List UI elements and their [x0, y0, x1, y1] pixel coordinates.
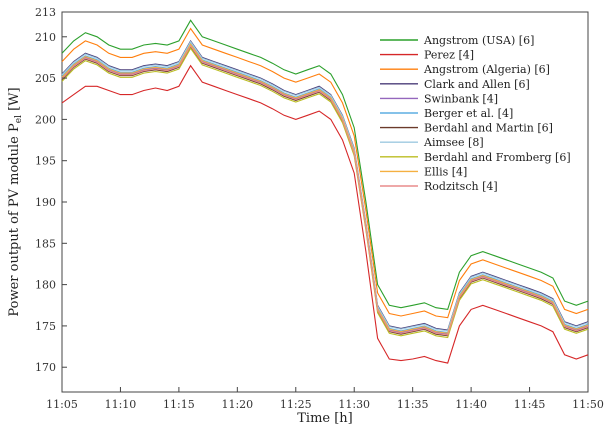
y-tick-label: 205 [35, 72, 56, 85]
x-tick-label: 11:45 [514, 398, 546, 411]
x-tick-label: 11:50 [572, 398, 604, 411]
series-line-8 [61, 40, 589, 332]
x-tick-label: 11:35 [397, 398, 429, 411]
legend-label: Berdahl and Fromberg [6] [424, 151, 571, 164]
series-line-6 [61, 42, 589, 334]
legend-label: Angstrom (Algeria) [6] [423, 63, 550, 76]
x-tick-label: 11:25 [280, 398, 312, 411]
y-axis: 170 175 180 185 190 195 200 205 210 213 [35, 6, 67, 374]
y-tick-label: 175 [35, 320, 56, 333]
y-tick-label: 195 [35, 155, 56, 168]
legend-label: Berger et al. [4] [424, 107, 513, 120]
x-tick-label: 11:05 [46, 398, 78, 411]
legend-label: Swinbank [4] [424, 92, 498, 105]
series-layer [61, 19, 589, 364]
series-line-4 [61, 39, 589, 331]
y-axis-title-unit: [W] [7, 87, 22, 115]
x-axis-title: Time [h] [297, 411, 353, 426]
series-line-10 [61, 43, 589, 334]
legend-label: Rodzitsch [4] [424, 180, 498, 193]
series-line-11 [61, 44, 589, 336]
x-tick-label: 11:10 [105, 398, 137, 411]
legend-label: Angstrom (USA) [6] [423, 34, 534, 47]
series-line-2 [61, 64, 589, 364]
x-tick-label: 11:15 [163, 398, 195, 411]
legend-label: Clark and Allen [6] [424, 78, 530, 91]
series-line-3 [61, 27, 589, 319]
y-axis-title-main: Power output of PV module P [7, 123, 22, 317]
y-axis-title-subscript: el [14, 115, 24, 123]
y-tick-label: 185 [35, 237, 56, 250]
y-tick-label: 210 [35, 31, 56, 44]
legend: Angstrom (USA) [6] Perez [4]Angstrom (Alg… [380, 34, 571, 193]
x-tick-label: 11:20 [221, 398, 253, 411]
series-line-7 [61, 45, 589, 337]
series-line-9 [61, 47, 589, 339]
series-line-1 [61, 19, 589, 311]
x-tick-label: 11:40 [455, 398, 487, 411]
y-axis-title: Power output of PV module Pel [W] [7, 87, 24, 316]
plot-area [61, 11, 589, 393]
legend-label: Ellis [4] [424, 165, 467, 178]
x-tick-label: 11:30 [338, 398, 370, 411]
x-axis: 11:05 11:10 11:15 11:20 11:25 11:30 11:35 11:40… [46, 387, 604, 411]
y-tick-label: 190 [35, 196, 56, 209]
series-line-5 [61, 43, 589, 335]
y-tick-label: 170 [35, 361, 56, 374]
legend-label: Berdahl and Martin [6] [424, 122, 553, 135]
legend-label: Aimsee [8] [423, 136, 484, 149]
y-tick-label: 180 [35, 279, 56, 292]
legend-label: Perez [4] [424, 49, 474, 62]
y-tick-label: 213 [35, 6, 56, 19]
y-tick-label: 200 [35, 113, 56, 126]
